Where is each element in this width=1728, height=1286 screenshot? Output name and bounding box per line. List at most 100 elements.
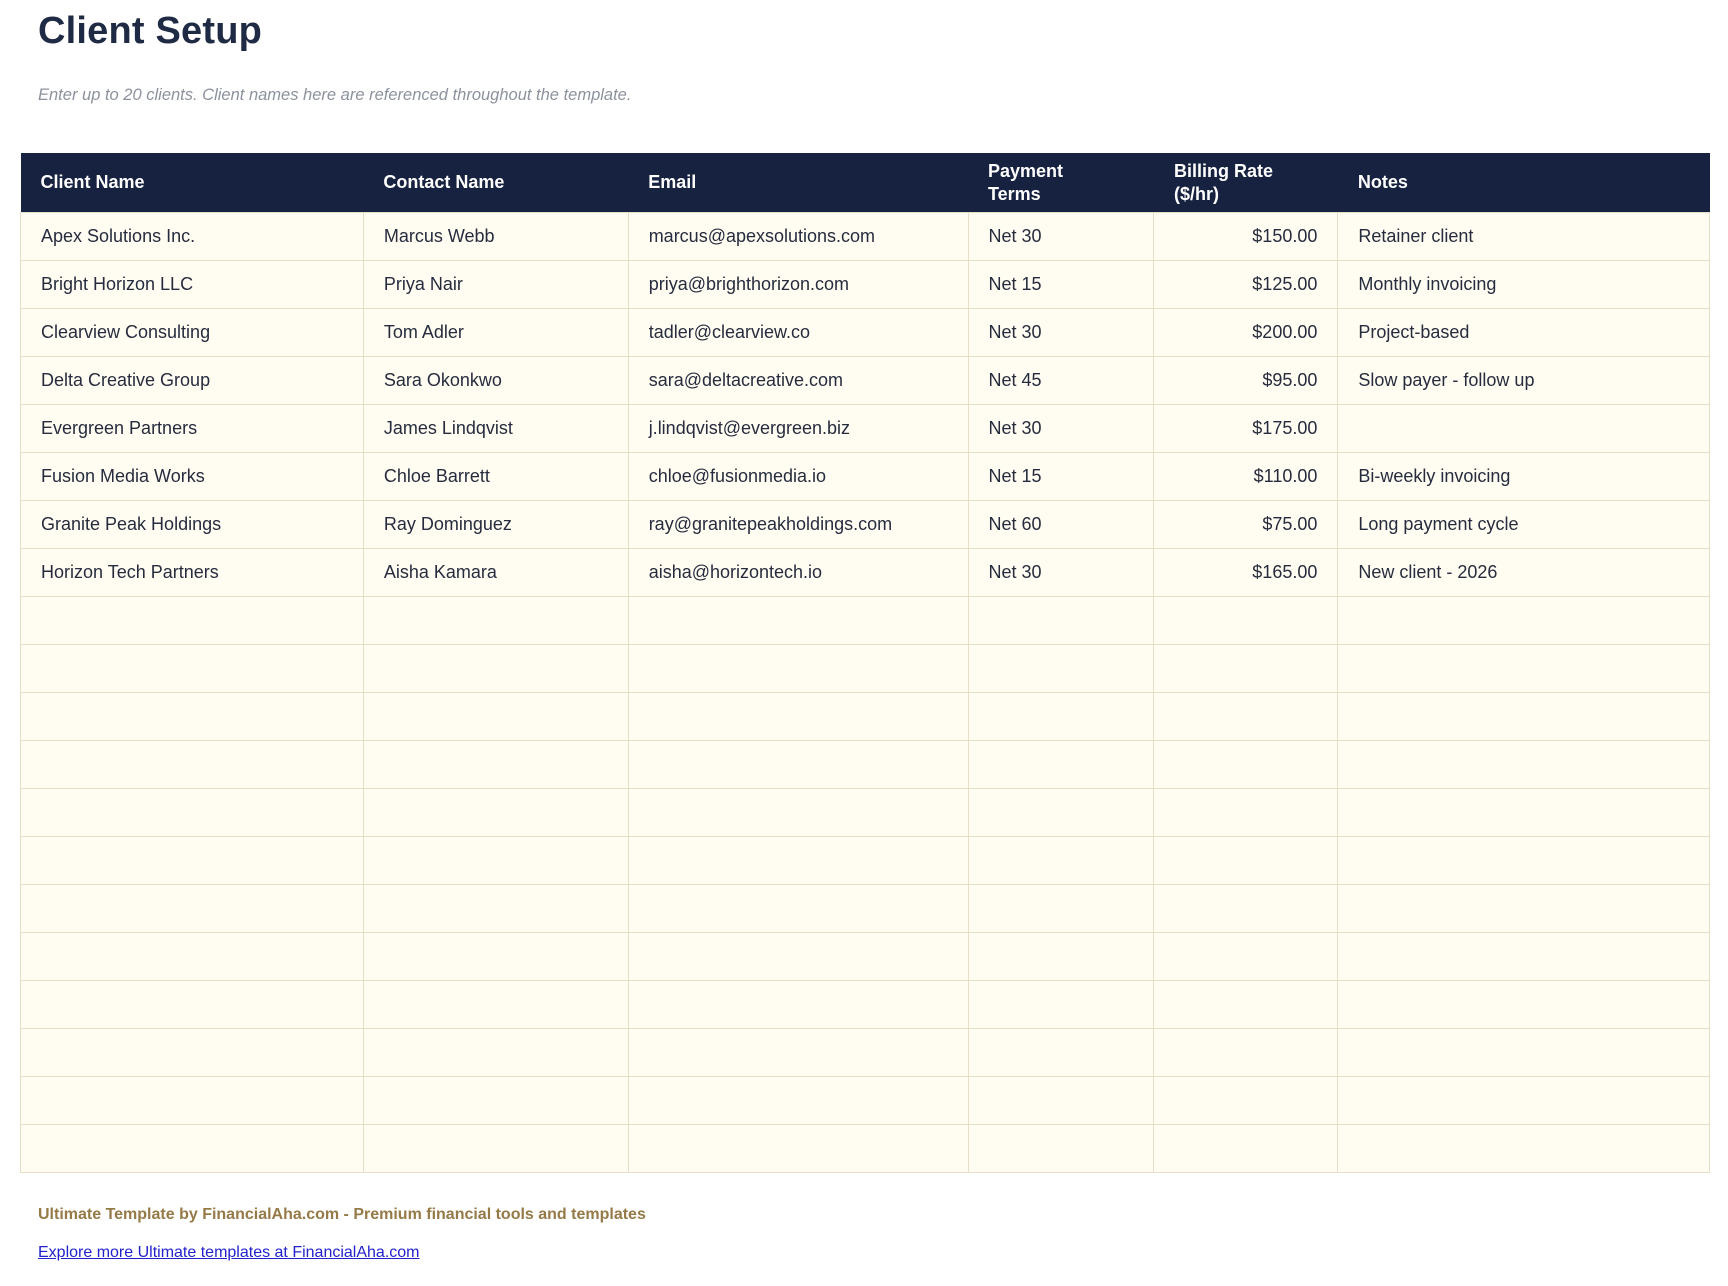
- table-row: Apex Solutions Inc. Marcus Webb marcus@ape…: [20, 212, 1710, 261]
- column-header-billing-rate: Billing Rate ($/hr): [1153, 153, 1338, 213]
- cell-notes: Slow payer - follow up: [1337, 356, 1710, 405]
- cell-client-name: Delta Creative Group: [20, 356, 364, 405]
- cell-contact-name: Sara Okonkwo: [362, 356, 629, 405]
- cell-notes: [1337, 1076, 1710, 1125]
- cell-billing-rate: $165.00: [1153, 548, 1339, 597]
- cell-payment-terms: [967, 740, 1155, 789]
- table-body: Apex Solutions Inc. Marcus Webb marcus@ape…: [20, 212, 1710, 1173]
- cell-email: j.lindqvist@evergreen.biz: [627, 404, 969, 453]
- column-header-notes: Notes: [1337, 153, 1710, 213]
- cell-email: [627, 1076, 969, 1125]
- cell-billing-rate: [1153, 1076, 1339, 1125]
- cell-email: [627, 980, 969, 1029]
- cell-notes: [1337, 596, 1710, 645]
- cell-billing-rate: $175.00: [1153, 404, 1339, 453]
- cell-payment-terms: [967, 932, 1155, 981]
- cell-billing-rate: [1153, 740, 1339, 789]
- cell-client-name: [20, 1028, 364, 1077]
- cell-billing-rate: [1153, 788, 1339, 837]
- cell-notes: Bi-weekly invoicing: [1337, 452, 1710, 501]
- table-row-empty: [20, 740, 1710, 789]
- cell-email: marcus@apexsolutions.com: [627, 212, 969, 261]
- cell-billing-rate: $150.00: [1153, 212, 1339, 261]
- cell-billing-rate: [1153, 596, 1339, 645]
- cell-billing-rate: $95.00: [1153, 356, 1339, 405]
- cell-email: [627, 1028, 969, 1077]
- cell-notes: Monthly invoicing: [1337, 260, 1710, 309]
- column-header-email: Email: [628, 153, 968, 213]
- column-header-contact-name: Contact Name: [363, 153, 629, 213]
- cell-contact-name: Priya Nair: [362, 260, 629, 309]
- cell-client-name: Granite Peak Holdings: [20, 500, 364, 549]
- cell-contact-name: James Lindqvist: [362, 404, 629, 453]
- cell-payment-terms: [967, 1124, 1155, 1173]
- table-row: Horizon Tech Partners Aisha Kamara aisha@h…: [20, 548, 1710, 597]
- cell-payment-terms: [967, 692, 1155, 741]
- page-subtitle: Enter up to 20 clients. Client names her…: [38, 86, 632, 104]
- table-row-empty: [20, 596, 1710, 645]
- cell-payment-terms: [967, 1076, 1155, 1125]
- cell-client-name: Evergreen Partners: [20, 404, 364, 453]
- cell-email: aisha@horizontech.io: [627, 548, 969, 597]
- table-row-empty: [20, 884, 1710, 933]
- cell-client-name: [20, 836, 364, 885]
- cell-billing-rate: [1153, 980, 1339, 1029]
- cell-billing-rate: $125.00: [1153, 260, 1339, 309]
- cell-contact-name: [362, 692, 629, 741]
- cell-billing-rate: $200.00: [1153, 308, 1339, 357]
- cell-contact-name: [362, 596, 629, 645]
- cell-client-name: Bright Horizon LLC: [20, 260, 364, 309]
- cell-contact-name: [362, 932, 629, 981]
- cell-payment-terms: Net 30: [967, 212, 1155, 261]
- cell-payment-terms: Net 45: [967, 356, 1155, 405]
- cell-notes: Project-based: [1337, 308, 1710, 357]
- table-row: Bright Horizon LLC Priya Nair priya@bright…: [20, 260, 1710, 309]
- cell-payment-terms: [967, 836, 1155, 885]
- table-row-empty: [20, 836, 1710, 885]
- cell-payment-terms: Net 30: [967, 404, 1155, 453]
- table-row: Delta Creative Group Sara Okonkwo sara@del…: [20, 356, 1710, 405]
- cell-email: [627, 644, 969, 693]
- cell-client-name: [20, 980, 364, 1029]
- cell-notes: [1337, 932, 1710, 981]
- cell-billing-rate: [1153, 836, 1339, 885]
- cell-contact-name: [362, 644, 629, 693]
- cell-contact-name: Chloe Barrett: [362, 452, 629, 501]
- cell-payment-terms: [967, 596, 1155, 645]
- cell-client-name: Fusion Media Works: [20, 452, 364, 501]
- cell-payment-terms: Net 30: [967, 548, 1155, 597]
- cell-contact-name: Tom Adler: [362, 308, 629, 357]
- cell-contact-name: Aisha Kamara: [362, 548, 629, 597]
- cell-email: ray@granitepeakholdings.com: [627, 500, 969, 549]
- cell-notes: [1337, 404, 1710, 453]
- cell-contact-name: [362, 1076, 629, 1125]
- cell-notes: New client - 2026: [1337, 548, 1710, 597]
- page-title: Client Setup: [38, 10, 263, 52]
- cell-email: [627, 788, 969, 837]
- cell-email: [627, 740, 969, 789]
- cell-notes: [1337, 1028, 1710, 1077]
- cell-payment-terms: [967, 644, 1155, 693]
- cell-payment-terms: [967, 980, 1155, 1029]
- cell-client-name: [20, 788, 364, 837]
- cell-email: [627, 932, 969, 981]
- cell-email: priya@brighthorizon.com: [627, 260, 969, 309]
- cell-client-name: [20, 884, 364, 933]
- cell-billing-rate: [1153, 644, 1339, 693]
- cell-email: [627, 692, 969, 741]
- cell-billing-rate: $110.00: [1153, 452, 1339, 501]
- table-row: Clearview Consulting Tom Adler tadler@clea…: [20, 308, 1710, 357]
- cell-contact-name: [362, 1124, 629, 1173]
- cell-notes: [1337, 644, 1710, 693]
- cell-billing-rate: [1153, 692, 1339, 741]
- footer-explore-link[interactable]: Explore more Ultimate templates at Finan…: [38, 1244, 420, 1261]
- cell-notes: [1337, 884, 1710, 933]
- cell-client-name: [20, 932, 364, 981]
- table-row-empty: [20, 1076, 1710, 1125]
- cell-client-name: [20, 644, 364, 693]
- cell-client-name: Apex Solutions Inc.: [20, 212, 364, 261]
- cell-notes: [1337, 692, 1710, 741]
- cell-contact-name: [362, 1028, 629, 1077]
- cell-contact-name: [362, 788, 629, 837]
